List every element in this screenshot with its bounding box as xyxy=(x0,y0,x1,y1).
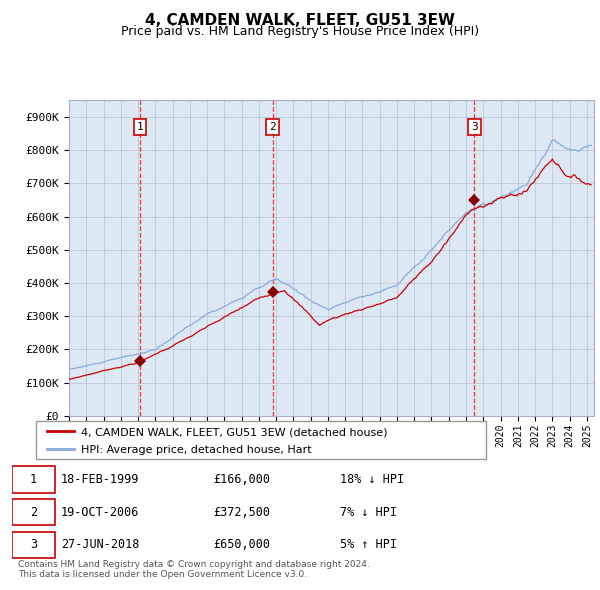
FancyBboxPatch shape xyxy=(12,532,55,558)
Text: 7% ↓ HPI: 7% ↓ HPI xyxy=(340,506,397,519)
Text: Contains HM Land Registry data © Crown copyright and database right 2024.
This d: Contains HM Land Registry data © Crown c… xyxy=(18,560,370,579)
Text: 18-FEB-1999: 18-FEB-1999 xyxy=(61,473,139,486)
Text: £372,500: £372,500 xyxy=(214,506,271,519)
Text: 2: 2 xyxy=(30,506,37,519)
Text: 3: 3 xyxy=(471,122,478,132)
Text: 5% ↑ HPI: 5% ↑ HPI xyxy=(340,538,397,551)
FancyBboxPatch shape xyxy=(36,421,486,459)
Text: 19-OCT-2006: 19-OCT-2006 xyxy=(61,506,139,519)
Text: Price paid vs. HM Land Registry's House Price Index (HPI): Price paid vs. HM Land Registry's House … xyxy=(121,25,479,38)
Text: 18% ↓ HPI: 18% ↓ HPI xyxy=(340,473,404,486)
Text: 2: 2 xyxy=(269,122,276,132)
Text: £166,000: £166,000 xyxy=(214,473,271,486)
Text: 1: 1 xyxy=(30,473,37,486)
Text: 1: 1 xyxy=(137,122,143,132)
Text: 27-JUN-2018: 27-JUN-2018 xyxy=(61,538,139,551)
FancyBboxPatch shape xyxy=(12,499,55,525)
Text: 4, CAMDEN WALK, FLEET, GU51 3EW: 4, CAMDEN WALK, FLEET, GU51 3EW xyxy=(145,13,455,28)
Text: HPI: Average price, detached house, Hart: HPI: Average price, detached house, Hart xyxy=(81,445,311,455)
Text: 4, CAMDEN WALK, FLEET, GU51 3EW (detached house): 4, CAMDEN WALK, FLEET, GU51 3EW (detache… xyxy=(81,427,388,437)
Text: 3: 3 xyxy=(30,538,37,551)
Text: £650,000: £650,000 xyxy=(214,538,271,551)
FancyBboxPatch shape xyxy=(12,466,55,493)
